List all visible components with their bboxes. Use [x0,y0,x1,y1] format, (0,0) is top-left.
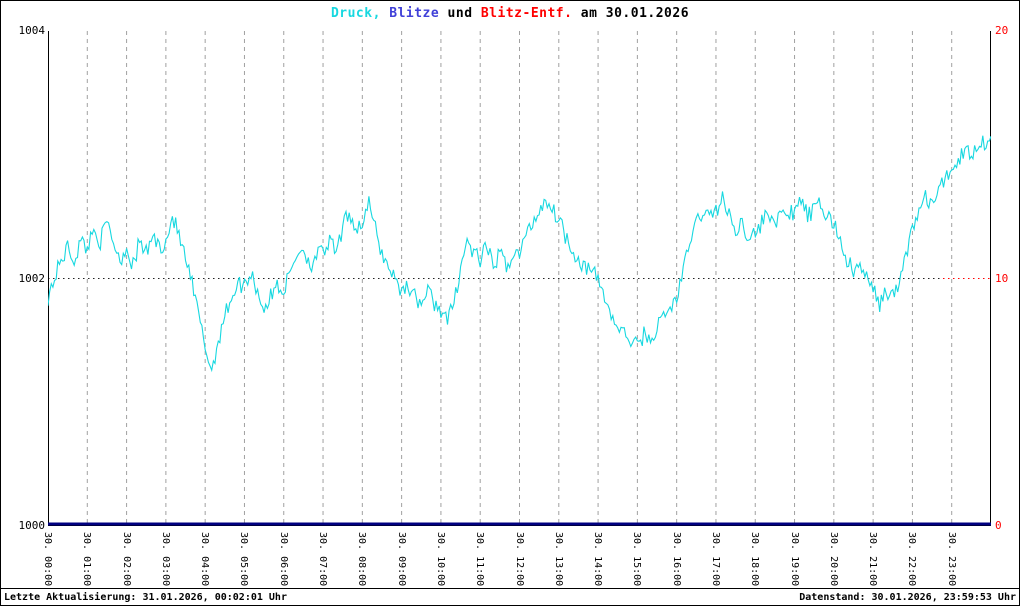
x-tick-label: 30. 07:00 [317,532,329,587]
chart-title: Druck, Blitze und Blitz-Entf. am 30.01.2… [1,6,1019,21]
y-right-tick-label: 0 [995,519,1002,532]
x-tick-label: 30. 22:00 [906,532,918,587]
x-tick-label: 30. 09:00 [395,532,407,587]
x-tick-label: 30. 10:00 [434,532,446,587]
x-tick-label: 30. 06:00 [277,532,289,587]
last-update-text: Letzte Aktualisierung: 31.01.2026, 00:02… [4,591,287,603]
x-tick-label: 30. 08:00 [356,532,368,587]
x-tick-label: 30. 02:00 [120,532,132,587]
title-part-blitz-entf: Blitz-Entf. [480,6,573,21]
x-tick-label: 30. 04:00 [199,532,211,587]
y-left-tick-label: 1004 [18,24,46,37]
x-tick-label: 30. 11:00 [474,532,486,587]
x-tick-label: 30. 13:00 [552,532,564,587]
y-left-tick-label: 1000 [18,519,46,532]
plot-area [48,31,991,526]
x-tick-label: 30. 21:00 [867,532,879,587]
x-tick-label: 30. 05:00 [238,532,250,587]
status-bar: Letzte Aktualisierung: 31.01.2026, 00:02… [1,588,1019,605]
x-tick-label: 30. 18:00 [749,532,761,587]
x-tick-label: 30. 00:00 [42,532,53,587]
pressure-line [48,135,991,373]
title-part-date: am 30.01.2026 [572,6,690,21]
y-right-tick-label: 20 [995,24,1009,37]
data-state-text: Datenstand: 30.01.2026, 23:59:53 Uhr [799,591,1016,603]
x-tick-label: 30. 20:00 [827,532,839,587]
title-part-druck: Druck, [330,6,381,21]
x-tick-label: 30. 17:00 [709,532,721,587]
x-tick-label: 30. 23:00 [945,532,957,587]
y-right-tick-label: 10 [995,271,1009,285]
x-tick-label: 30. 14:00 [592,532,604,587]
x-tick-label: 30. 15:00 [631,532,643,587]
title-part-und: und [439,6,481,21]
x-tick-label: 30. 16:00 [670,532,682,587]
x-tick-label: 30. 03:00 [159,532,171,587]
y-left-tick-label: 1002 [18,271,46,285]
x-tick-label: 30. 19:00 [788,532,800,587]
title-part-blitze: Blitze [380,6,440,21]
x-tick-label: 30. 01:00 [81,532,93,587]
x-tick-label: 30. 12:00 [513,532,525,587]
